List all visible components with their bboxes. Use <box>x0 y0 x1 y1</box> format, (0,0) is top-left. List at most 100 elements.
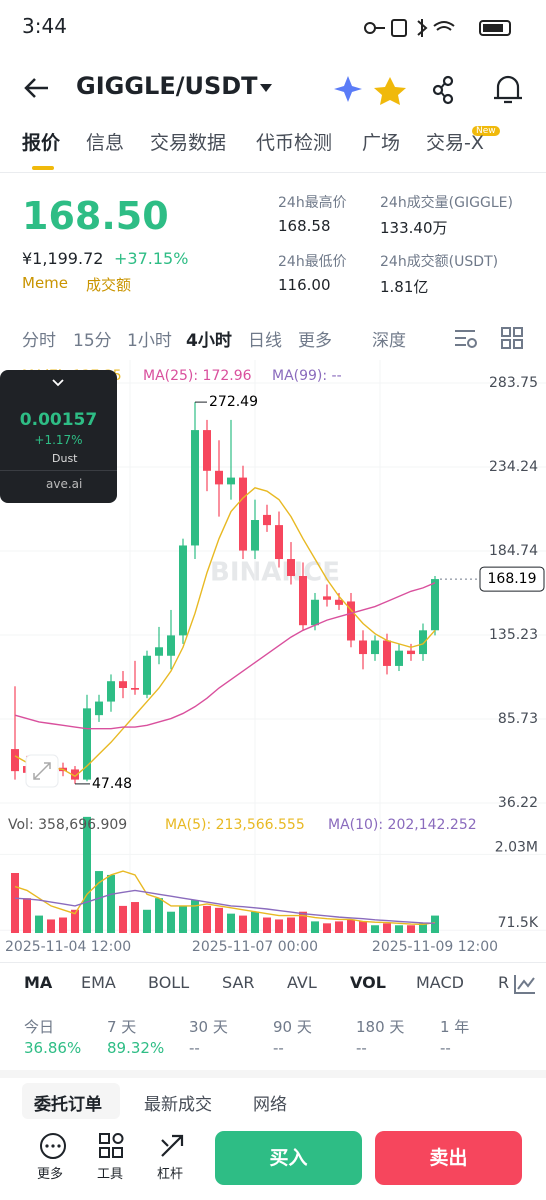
vol-ma-line <box>14 889 436 925</box>
volume-bar <box>47 919 55 933</box>
candle-body <box>83 708 91 780</box>
volume-bar <box>131 902 139 933</box>
overlay-change: +1.17% <box>34 433 83 447</box>
candle-body <box>107 681 115 702</box>
indicator[interactable]: EMA <box>81 973 116 992</box>
divider <box>0 470 117 471</box>
indicator-settings[interactable] <box>512 972 538 996</box>
candle-body <box>359 640 367 655</box>
volume-bar <box>215 907 223 933</box>
back-button[interactable] <box>22 74 52 102</box>
indicator[interactable]: MACD <box>416 973 464 992</box>
volume-bar <box>59 917 67 933</box>
volume-bar <box>395 925 403 933</box>
volume-bar <box>383 923 391 933</box>
volume-bar <box>107 874 115 933</box>
tag[interactable]: 成交额 <box>86 276 132 294</box>
volume-bar <box>347 919 355 933</box>
tag[interactable]: Meme <box>22 274 69 292</box>
buy-button[interactable]: 买入 <box>215 1131 362 1185</box>
tab[interactable]: 报价 <box>22 132 61 154</box>
tab[interactable]: 信息 <box>86 132 125 154</box>
tab[interactable]: 代币检测 <box>256 132 333 154</box>
volume-bar <box>263 917 271 933</box>
order-tab[interactable]: 最新成交 <box>144 1095 212 1115</box>
volume-bar <box>35 915 43 933</box>
price-change: +37.15% <box>114 249 189 268</box>
vol-tick-label: 71.5K <box>498 915 539 931</box>
tab[interactable]: 交易数据 <box>150 132 227 154</box>
tab[interactable]: 交易-X <box>426 132 484 154</box>
vol-legend: MA(5): 213,566.555 <box>165 817 305 833</box>
token-overlay[interactable]: 0.00157 +1.17% Dust ave.ai <box>0 370 117 503</box>
interval[interactable]: 15分 <box>73 331 112 351</box>
interval[interactable]: 1小时 <box>127 331 172 351</box>
stat-value: 133.40万 <box>380 219 448 237</box>
sell-button[interactable]: 卖出 <box>375 1131 522 1185</box>
interval[interactable]: 4小时 <box>186 331 232 351</box>
perf-label: 30 天 <box>189 1018 228 1036</box>
candle-body <box>347 601 355 641</box>
indicator[interactable]: AVL <box>287 973 317 992</box>
pair-dropdown[interactable] <box>258 82 274 94</box>
interval[interactable]: 日线 <box>248 331 282 351</box>
overlay-collapse[interactable] <box>52 378 64 388</box>
pair-title[interactable]: GIGGLE/USDT <box>76 72 258 100</box>
vol-legend: MA(10): 202,142.252 <box>328 817 477 833</box>
perf-label: 90 天 <box>273 1018 312 1036</box>
low-label: 47.48 <box>92 776 132 792</box>
tool-label[interactable]: 工具 <box>97 1167 124 1182</box>
perf-value: 36.86% <box>24 1039 82 1057</box>
volume-bar <box>419 923 427 933</box>
y-tick-label: 184.74 <box>489 543 538 559</box>
vol-tick-label: 2.03M <box>495 839 538 855</box>
last-price: 168.50 <box>22 194 169 238</box>
volume-bar <box>167 911 175 933</box>
cny-price: ¥1,199.72 <box>22 249 104 268</box>
tool-icons[interactable] <box>36 1130 196 1162</box>
order-tab[interactable]: 委托订单 <box>34 1095 102 1115</box>
candle-body <box>323 596 331 600</box>
volume-bar <box>335 921 343 933</box>
indicator[interactable]: SAR <box>222 973 255 992</box>
candle-body <box>419 630 427 655</box>
active-order-tab-bg <box>22 1083 120 1119</box>
candle-body <box>131 687 139 690</box>
volume-bar <box>95 871 103 933</box>
interval[interactable]: 深度 <box>372 331 406 351</box>
stat-value: 1.81亿 <box>380 278 429 296</box>
stat-label: 24h最高价 <box>278 195 347 211</box>
divider <box>0 962 546 963</box>
tool-label[interactable]: 更多 <box>37 1167 64 1182</box>
divider <box>0 172 546 173</box>
candle-body <box>179 545 187 636</box>
tab[interactable]: 广场 <box>362 132 401 154</box>
volume-bar <box>323 923 331 933</box>
watermark: BINANCE <box>210 558 340 588</box>
y-tick-label: 135.23 <box>489 627 538 643</box>
kline-chart: BINANCE 283.75 234.24 184.74 135.23 85.73 36.2… <box>0 360 546 955</box>
candle-body <box>251 520 259 551</box>
volume-bar <box>275 919 283 933</box>
stat-value: 116.00 <box>278 276 331 294</box>
indicator[interactable]: VOL <box>350 973 386 992</box>
candle-body <box>371 640 379 655</box>
interval[interactable]: 更多 <box>298 331 332 351</box>
candle-body <box>203 430 211 471</box>
header-icons[interactable] <box>334 72 534 106</box>
overlay-value: 0.00157 <box>19 410 98 430</box>
chart-settings-icons[interactable] <box>452 325 532 351</box>
indicator[interactable]: R <box>498 973 510 992</box>
x-tick-label: 2025-11-07 00:00 <box>192 939 318 955</box>
interval[interactable]: 分时 <box>22 331 56 351</box>
volume-bar <box>179 905 187 933</box>
order-tab[interactable]: 网络 <box>253 1095 287 1115</box>
indicator[interactable]: MA <box>24 973 53 992</box>
x-tick-label: 2025-11-04 12:00 <box>5 939 131 955</box>
high-label: 272.49 <box>209 394 258 410</box>
tool-label[interactable]: 杠杆 <box>157 1167 184 1182</box>
indicator[interactable]: BOLL <box>148 973 190 992</box>
candle-body <box>299 576 307 626</box>
candle-body <box>263 514 271 526</box>
last-price-label: 168.19 <box>488 571 537 587</box>
